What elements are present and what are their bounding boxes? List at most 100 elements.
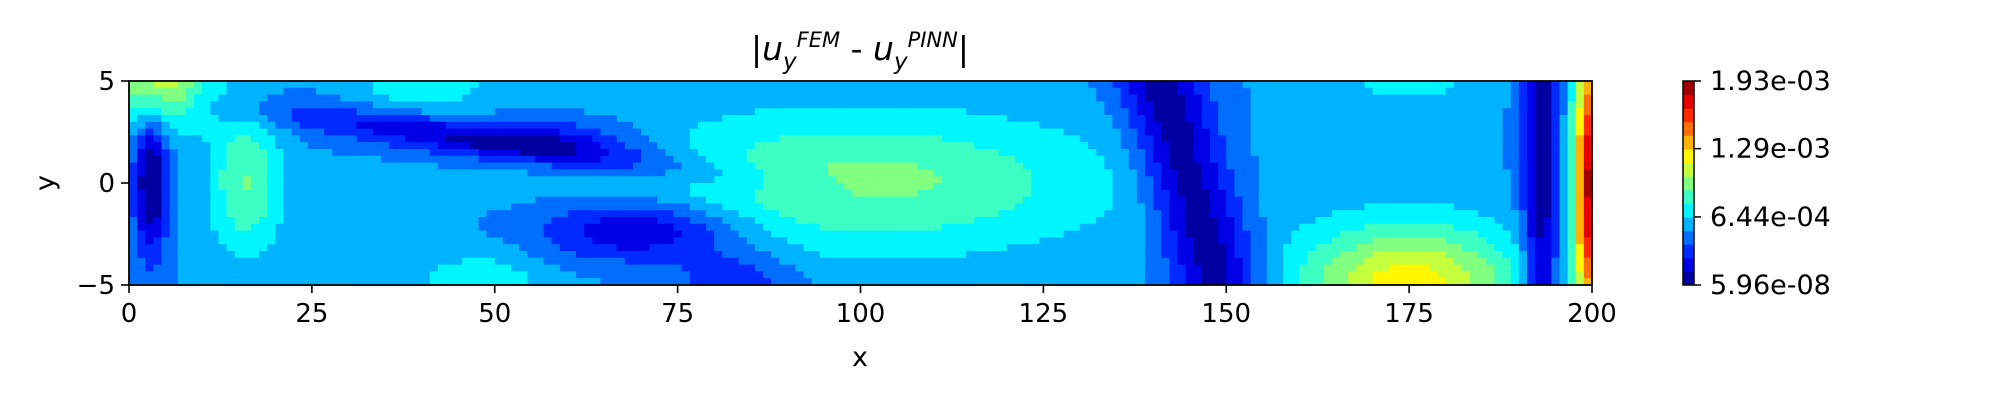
contour-cell	[958, 176, 967, 184]
contour-cell	[559, 251, 569, 259]
contour-cell	[234, 108, 244, 116]
contour-cell	[600, 251, 610, 259]
contour-cell	[714, 203, 723, 211]
contour-cell	[1299, 128, 1309, 136]
contour-cell	[1421, 203, 1431, 211]
contour-cell	[974, 94, 984, 102]
contour-cell	[397, 264, 406, 272]
contour-cell	[982, 81, 992, 89]
contour-cell	[543, 121, 553, 130]
contour-cell	[592, 251, 602, 259]
contour-cell	[1518, 176, 1528, 184]
contour-cell	[494, 162, 504, 170]
contour-cell	[511, 121, 520, 130]
contour-cell	[1209, 176, 1219, 184]
contour-cell	[1445, 169, 1455, 177]
contour-cell	[1291, 223, 1300, 232]
contour-cell	[1250, 149, 1260, 157]
contour-cell	[405, 155, 415, 164]
contour-cell	[1096, 115, 1105, 123]
contour-cell	[632, 135, 642, 143]
contour-cell	[307, 203, 317, 211]
contour-cell	[868, 237, 878, 245]
contour-cell	[1518, 189, 1528, 198]
contour-cell	[689, 196, 699, 204]
contour-cell	[1323, 203, 1333, 211]
contour-cell	[1486, 108, 1496, 116]
contour-cell	[226, 142, 236, 150]
contour-cell	[1461, 230, 1471, 238]
contour-cell	[762, 162, 772, 170]
contour-cell	[511, 230, 520, 238]
contour-cell	[852, 183, 862, 191]
contour-cell	[1437, 142, 1447, 150]
contour-cell	[1014, 101, 1024, 109]
contour-cell	[129, 169, 138, 177]
contour-cell	[454, 189, 463, 198]
contour-cell	[966, 81, 975, 89]
contour-cell	[1250, 115, 1260, 123]
contour-cell	[372, 217, 382, 225]
contour-cell	[689, 101, 699, 109]
contour-cell	[1071, 244, 1081, 252]
contour-cell	[958, 237, 967, 245]
contour-cell	[1331, 217, 1341, 225]
contour-cell	[389, 155, 398, 164]
contour-cell	[527, 189, 536, 198]
contour-cell	[413, 196, 423, 204]
contour-cell	[990, 257, 1000, 266]
contour-cell	[795, 210, 805, 218]
contour-cell	[307, 244, 317, 252]
contour-cell	[1461, 237, 1471, 245]
contour-cell	[697, 223, 707, 232]
contour-cell	[1348, 189, 1357, 198]
contour-cell	[283, 264, 293, 272]
contour-cell	[673, 176, 683, 184]
contour-cell	[901, 210, 910, 218]
contour-cell	[478, 196, 488, 204]
contour-cell	[649, 169, 658, 177]
contour-cell	[543, 135, 553, 143]
contour-cell	[250, 101, 260, 109]
contour-cell	[1104, 257, 1114, 266]
contour-cell	[641, 94, 650, 102]
contour-cell	[478, 264, 488, 272]
contour-cell	[1291, 135, 1300, 143]
contour-cell	[1218, 121, 1227, 130]
contour-cell	[1079, 237, 1089, 245]
contour-cell	[665, 251, 675, 259]
contour-cell	[470, 135, 480, 143]
contour-cell	[836, 162, 845, 170]
contour-cell	[649, 203, 658, 211]
contour-cell	[1226, 135, 1235, 143]
contour-cell	[966, 196, 975, 204]
contour-cell	[210, 162, 220, 170]
contour-cell	[299, 176, 309, 184]
contour-cell	[1128, 264, 1138, 272]
contour-cell	[234, 87, 244, 96]
contour-cell	[1567, 101, 1577, 109]
contour-cell	[1364, 196, 1374, 204]
contour-cell	[502, 176, 512, 184]
contour-cell	[990, 142, 1000, 150]
contour-cell	[1437, 94, 1447, 102]
contour-cell	[1583, 142, 1592, 150]
contour-cell	[275, 223, 285, 232]
contour-cell	[340, 237, 350, 245]
contour-cell	[958, 183, 967, 191]
contour-cell	[1177, 189, 1187, 198]
contour-cell	[543, 183, 553, 191]
contour-cell	[494, 81, 504, 89]
contour-cell	[576, 203, 585, 211]
contour-cell	[283, 94, 293, 102]
contour-cell	[454, 251, 463, 259]
contour-cell	[1323, 101, 1333, 109]
contour-cell	[689, 237, 699, 245]
contour-cell	[567, 121, 577, 130]
contour-cell	[933, 87, 943, 96]
contour-cell	[1405, 203, 1414, 211]
contour-cell	[1307, 223, 1317, 232]
contour-cell	[429, 251, 439, 259]
contour-cell	[1535, 244, 1544, 252]
contour-cell	[218, 223, 228, 232]
